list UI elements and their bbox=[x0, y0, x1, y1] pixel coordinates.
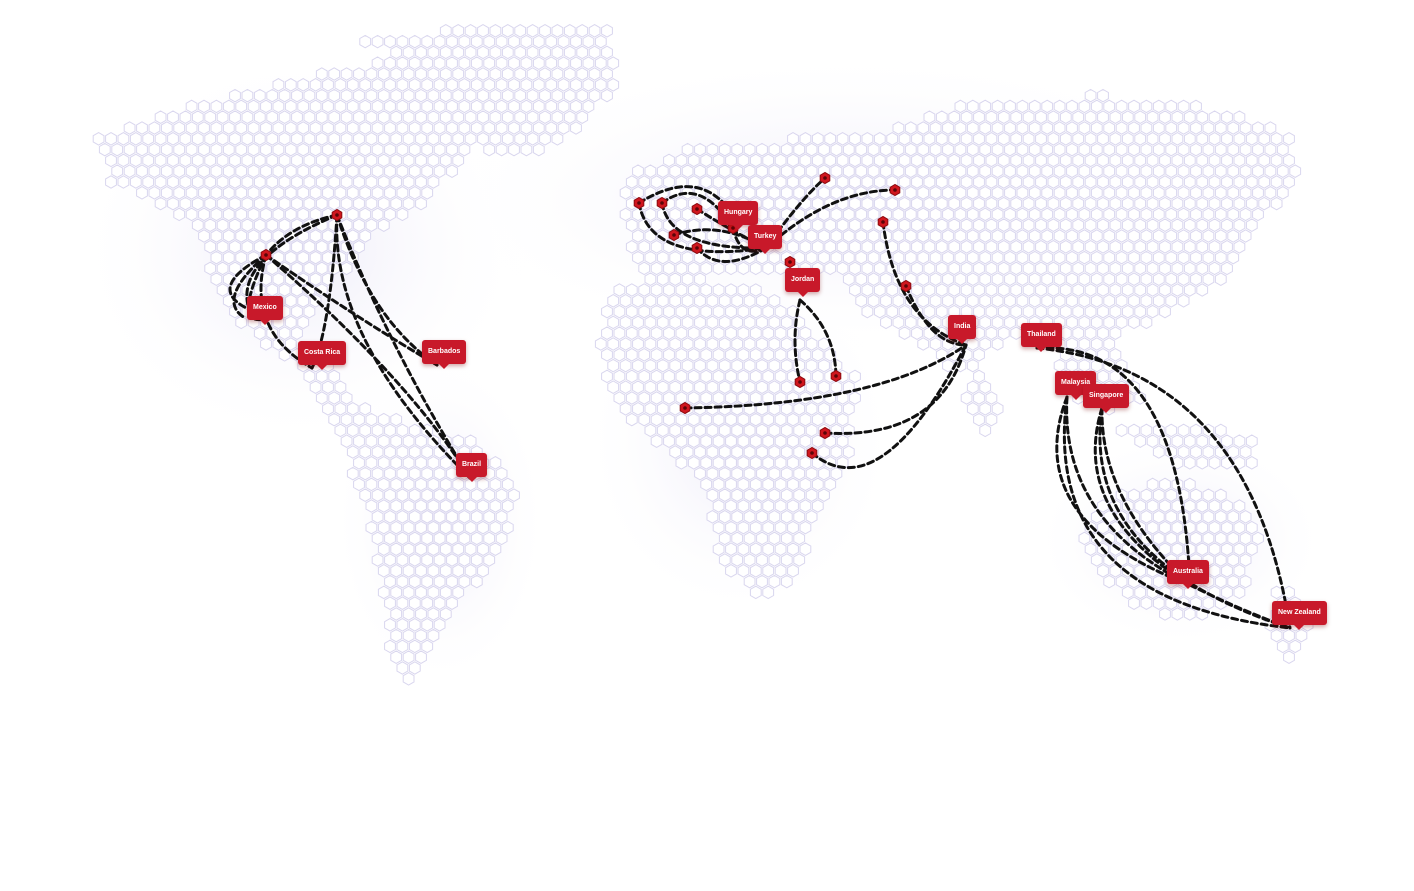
route-my-nz bbox=[1062, 395, 1292, 630]
route-node-core bbox=[695, 207, 699, 211]
route-th-au bbox=[1035, 346, 1192, 587]
label-barbados[interactable]: Barbados bbox=[422, 340, 467, 369]
label-india[interactable]: India bbox=[948, 315, 977, 344]
route-node-core bbox=[660, 201, 664, 205]
route-node-core bbox=[823, 431, 827, 435]
route-mx-3 bbox=[232, 253, 268, 320]
label-costa-rica[interactable]: Costa Rica bbox=[298, 341, 347, 370]
label-new-zealand[interactable]: New Zealand bbox=[1272, 601, 1327, 630]
route-in-4 bbox=[823, 343, 968, 435]
label-jordan[interactable]: Jordan bbox=[785, 268, 821, 297]
route-node-core bbox=[335, 213, 339, 217]
label-australia[interactable]: Australia bbox=[1167, 560, 1209, 589]
label-brazil[interactable]: Brazil bbox=[456, 453, 488, 482]
label-turkey[interactable]: Turkey bbox=[748, 225, 783, 254]
route-eu-3 bbox=[637, 201, 768, 254]
route-node-core bbox=[264, 253, 268, 257]
route-node-core bbox=[893, 188, 897, 192]
label-mexico[interactable]: Mexico bbox=[247, 296, 283, 325]
label-singapore[interactable]: Singapore bbox=[1083, 384, 1130, 413]
route-node-core bbox=[881, 220, 885, 224]
route-eu-6 bbox=[695, 246, 768, 263]
route-node-core bbox=[823, 176, 827, 180]
route-node-core bbox=[672, 233, 676, 237]
route-node-core bbox=[695, 246, 699, 250]
route-node-core bbox=[810, 451, 814, 455]
route-markers bbox=[260, 171, 912, 460]
label-hungary[interactable]: Hungary bbox=[718, 201, 759, 230]
route-in-5 bbox=[810, 343, 968, 470]
route-jo-2 bbox=[798, 298, 838, 378]
route-node-core bbox=[798, 380, 802, 384]
route-my-au-2 bbox=[1065, 395, 1192, 587]
route-in-3 bbox=[683, 343, 968, 410]
label-thailand[interactable]: Thailand bbox=[1021, 323, 1062, 352]
route-in-2 bbox=[904, 284, 968, 347]
route-mx-2 bbox=[228, 253, 268, 314]
route-jo-1 bbox=[793, 298, 802, 384]
route-eu-7 bbox=[660, 201, 768, 250]
route-node-core bbox=[683, 406, 687, 410]
route-th-nz bbox=[1035, 346, 1292, 630]
route-node-core bbox=[904, 284, 908, 288]
route-mx-1 bbox=[264, 213, 339, 257]
route-node-core bbox=[788, 260, 792, 264]
route-us-br-2 bbox=[335, 213, 472, 480]
route-node-core bbox=[834, 374, 838, 378]
route-sg-au bbox=[1093, 406, 1192, 587]
route-my-au bbox=[1055, 395, 1192, 587]
route-mx-bb bbox=[264, 253, 439, 367]
route-node-core bbox=[637, 201, 641, 205]
route-us-br bbox=[335, 213, 472, 480]
